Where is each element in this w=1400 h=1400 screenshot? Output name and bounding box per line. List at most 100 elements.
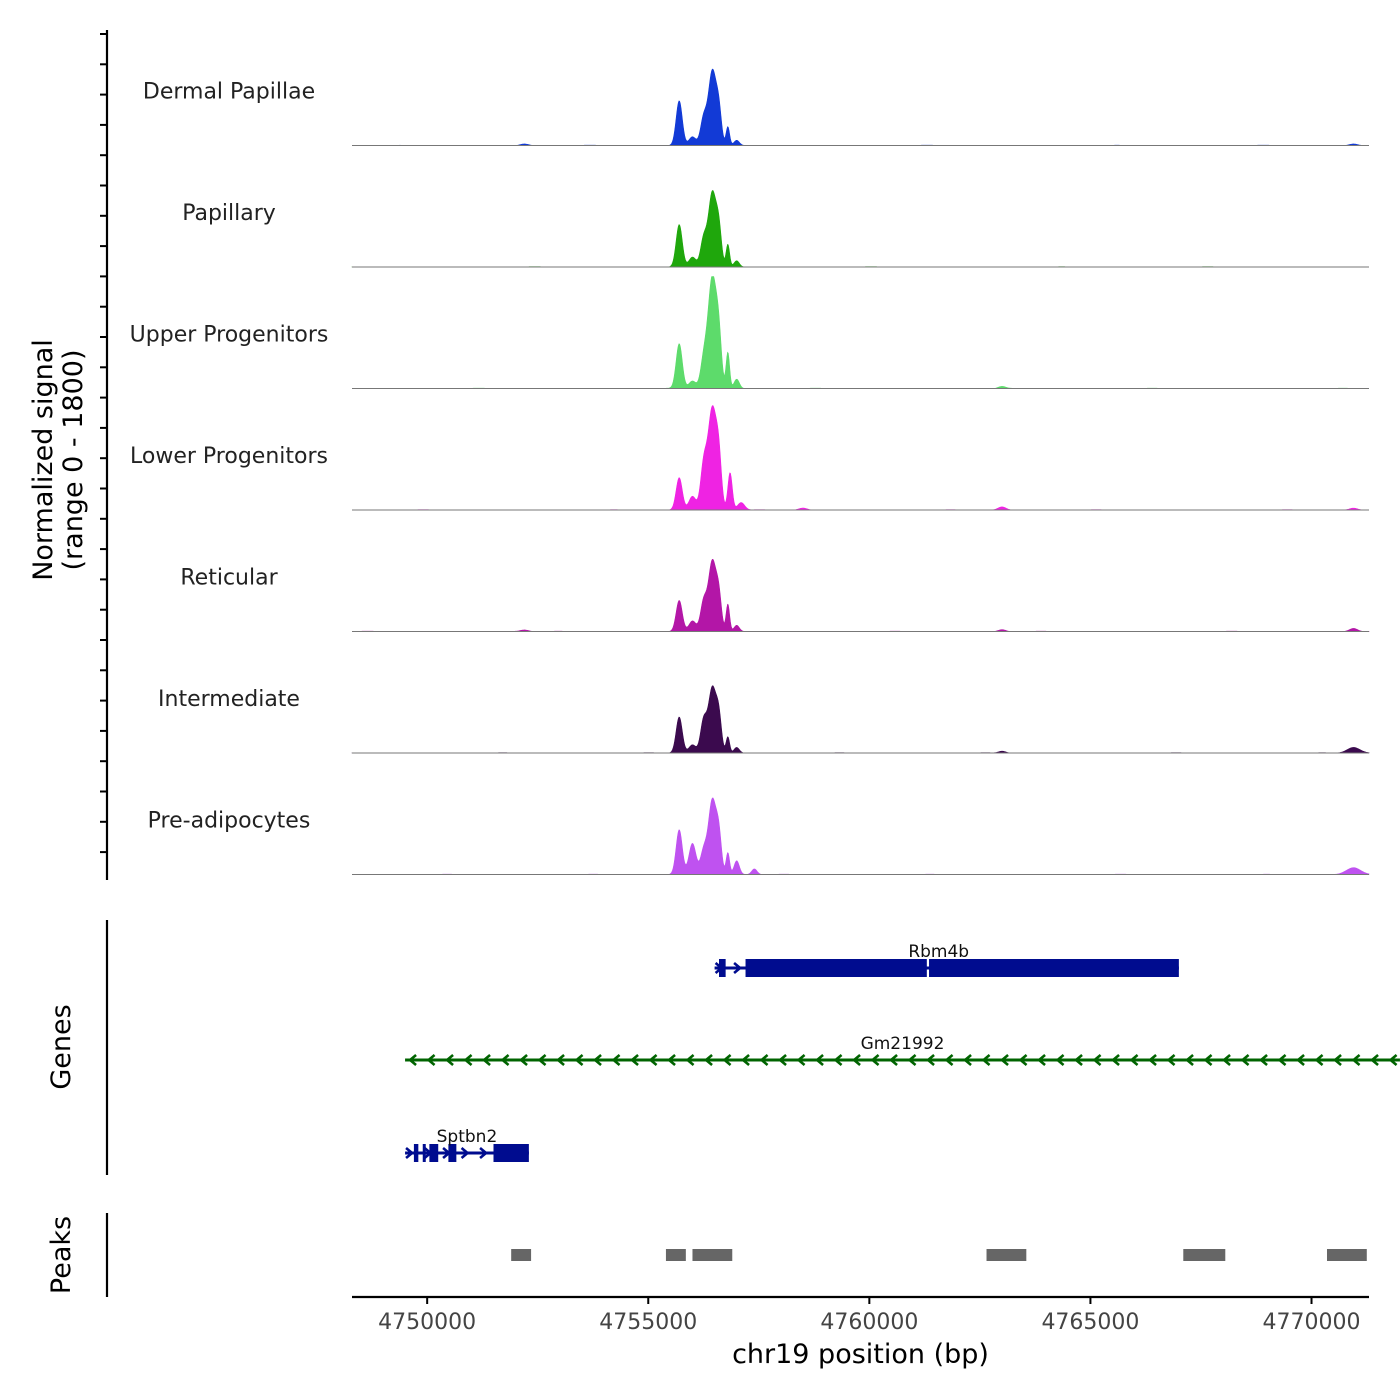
- strand-arrow: [556, 1054, 565, 1066]
- strand-arrow: [1351, 1054, 1361, 1066]
- strand-arrow: [852, 1054, 861, 1066]
- exon: [929, 959, 1179, 977]
- strand-arrow: [889, 1054, 898, 1066]
- exon: [422, 1144, 426, 1162]
- strand-arrow: [741, 1054, 750, 1066]
- x-tick-label: 4750000: [378, 1310, 476, 1335]
- exon: [719, 959, 726, 977]
- x-tick-label: 4765000: [1041, 1310, 1139, 1335]
- strand-arrow: [1055, 1054, 1065, 1066]
- strand-arrow: [1000, 1054, 1009, 1066]
- track-label: Intermediate: [158, 687, 300, 712]
- strand-arrow: [759, 1054, 769, 1066]
- track-label: Reticular: [180, 566, 278, 591]
- peak-region: [511, 1249, 532, 1261]
- strand-arrow: [1203, 1054, 1213, 1066]
- strand-arrow: [537, 1054, 547, 1066]
- exon: [429, 1144, 439, 1162]
- track-upper-progenitors: Upper Progenitors: [130, 276, 1369, 389]
- coverage-area: [352, 68, 1369, 146]
- strand-arrow: [482, 1054, 491, 1066]
- gene-label: Gm21992: [861, 1034, 945, 1054]
- track-reticular: Reticular: [180, 558, 1370, 632]
- track-lower-progenitors: Lower Progenitors: [130, 405, 1369, 511]
- coverage-area: [352, 276, 1369, 389]
- strand-arrow: [778, 1054, 787, 1066]
- strand-arrow: [593, 1054, 602, 1066]
- track-dermal-papillae: Dermal Papillae: [143, 68, 1369, 146]
- strand-arrow: [1185, 1054, 1194, 1066]
- gene-label: Rbm4b: [908, 942, 969, 962]
- exon: [413, 1144, 419, 1162]
- gene-sptbn2: Sptbn2: [405, 1127, 529, 1162]
- track-label: Dermal Papillae: [143, 80, 315, 105]
- peak-region: [692, 1249, 733, 1261]
- peak-region: [1326, 1249, 1367, 1261]
- strand-arrow: [926, 1054, 935, 1066]
- gene-rbm4b: Rbm4b: [714, 942, 1179, 977]
- x-axis-label: chr19 position (bp): [732, 1339, 989, 1370]
- gene-label: Sptbn2: [437, 1127, 498, 1147]
- strand-arrow: [722, 1054, 732, 1066]
- signal-panel: Normalized signal (range 0 - 1800) Dermal …: [28, 30, 1370, 880]
- coverage-area: [352, 558, 1370, 632]
- strand-arrow: [907, 1054, 917, 1066]
- strand-arrow: [611, 1054, 621, 1066]
- strand-arrow: [445, 1054, 454, 1066]
- strand-arrow: [1074, 1054, 1083, 1066]
- coverage-area: [351, 685, 1370, 754]
- strand-arrow: [1111, 1054, 1120, 1066]
- strand-arrow: [1222, 1054, 1231, 1066]
- strand-arrow: [1240, 1054, 1250, 1066]
- peaks-ylabel: Peaks: [46, 1216, 77, 1294]
- signal-ylabel: Normalized signal: [28, 339, 59, 581]
- strand-arrow: [1333, 1054, 1342, 1066]
- strand-arrow: [630, 1054, 639, 1066]
- exon: [448, 1144, 457, 1162]
- exon: [493, 1144, 529, 1162]
- strand-arrow: [1018, 1054, 1028, 1066]
- strand-arrow: [519, 1054, 528, 1066]
- peak-region: [986, 1249, 1027, 1261]
- strand-arrow: [408, 1054, 417, 1066]
- strand-arrow: [500, 1054, 510, 1066]
- track-intermediate: Intermediate: [158, 685, 1370, 754]
- strand-arrow: [870, 1054, 880, 1066]
- strand-arrow: [704, 1054, 713, 1066]
- strand-arrow: [944, 1054, 954, 1066]
- x-axis: 4750000 4755000 4760000 4765000 4770000 chr19…: [352, 1295, 1369, 1370]
- track-label: Lower Progenitors: [130, 444, 328, 469]
- track-label: Pre-adipocytes: [148, 809, 311, 834]
- strand-arrow: [460, 1147, 470, 1159]
- strand-arrow: [1370, 1054, 1379, 1066]
- strand-arrow: [479, 1147, 489, 1159]
- x-tick-label: 4755000: [599, 1310, 697, 1335]
- peak-region: [1183, 1249, 1226, 1261]
- peaks-panel: Peaks: [46, 1213, 1367, 1297]
- strand-arrow: [733, 962, 743, 974]
- strand-arrow: [981, 1054, 991, 1066]
- strand-arrow: [1166, 1054, 1176, 1066]
- strand-arrow: [815, 1054, 824, 1066]
- strand-arrow: [1259, 1054, 1268, 1066]
- exon: [745, 959, 927, 977]
- x-tick-label: 4760000: [820, 1310, 918, 1335]
- strand-arrow: [685, 1054, 695, 1066]
- coverage-area: [351, 190, 1369, 268]
- track-label: Upper Progenitors: [130, 323, 329, 348]
- strand-arrow: [833, 1054, 843, 1066]
- x-tick-label: 4770000: [1263, 1310, 1361, 1335]
- signal-ylabel-range: (range 0 - 1800): [58, 350, 89, 571]
- strand-arrow: [1296, 1054, 1305, 1066]
- track-pre-adipocytes: Pre-adipocytes: [148, 797, 1370, 875]
- strand-arrow: [463, 1054, 473, 1066]
- strand-arrow: [796, 1054, 806, 1066]
- coverage-area: [352, 797, 1370, 875]
- track-papillary: Papillary: [182, 190, 1369, 268]
- strand-arrow: [405, 1147, 415, 1159]
- gene-gm21992: Gm21992: [405, 1034, 1400, 1066]
- strand-arrow: [1277, 1054, 1287, 1066]
- strand-arrow: [648, 1054, 658, 1066]
- genes-panel: Genes Rbm4b Gm21992 Sptbn2: [46, 920, 1400, 1175]
